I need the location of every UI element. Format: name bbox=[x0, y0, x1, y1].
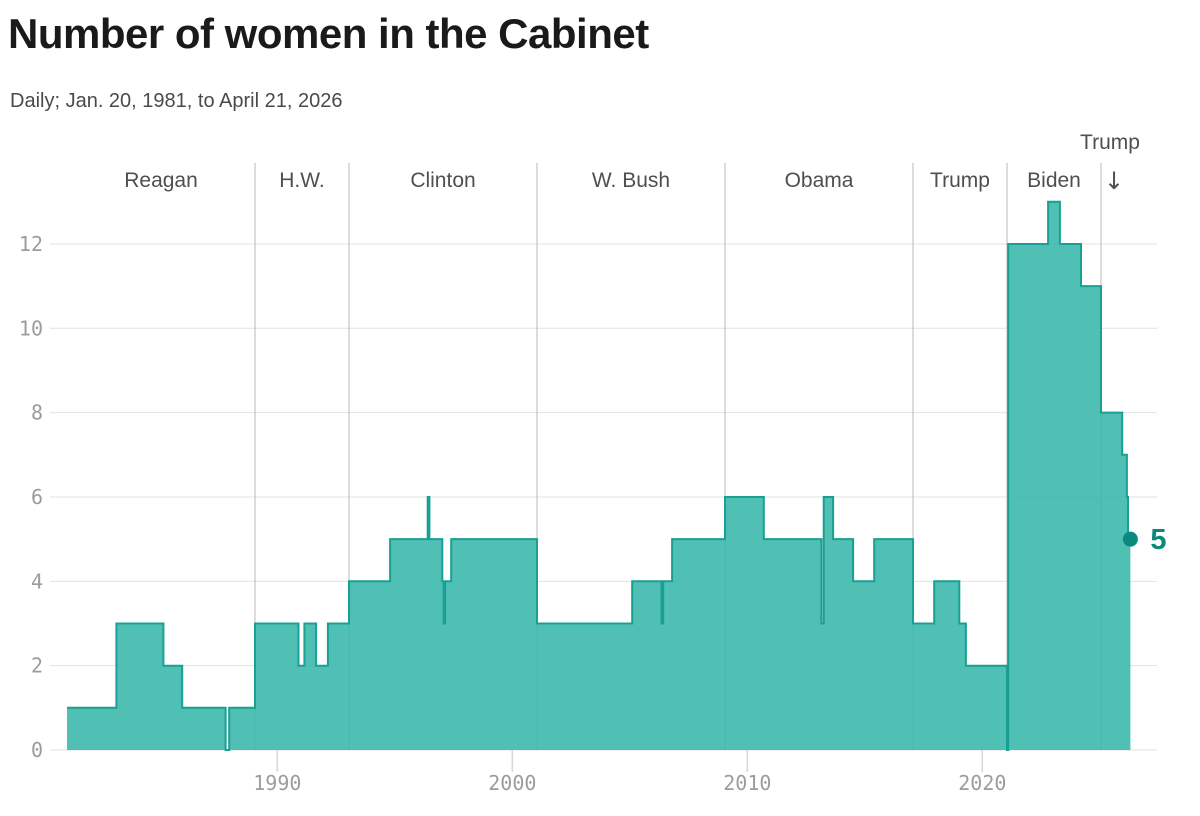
x-tick-label: 1990 bbox=[253, 771, 301, 795]
president-label: Trump bbox=[930, 169, 990, 192]
page-title: Number of women in the Cabinet bbox=[8, 10, 649, 57]
president-label-trump-2025: Trump bbox=[1080, 131, 1140, 154]
chart-subtitle: Daily; Jan. 20, 1981, to April 21, 2026 bbox=[10, 90, 343, 112]
president-label: W. Bush bbox=[592, 169, 670, 192]
end-value-label: 5 bbox=[1150, 524, 1166, 556]
president-label: Biden bbox=[1027, 169, 1081, 192]
area-fill bbox=[67, 201, 1131, 751]
down-arrow-icon: ↓ bbox=[1104, 167, 1124, 195]
y-tick-label: 12 bbox=[19, 232, 43, 256]
x-tick-label: 2010 bbox=[723, 771, 771, 795]
area-outline bbox=[67, 200, 1131, 751]
y-tick-label: 2 bbox=[31, 654, 43, 678]
end-value-dot bbox=[1122, 531, 1138, 547]
x-tick-label: 2020 bbox=[958, 771, 1006, 795]
y-tick-label: 6 bbox=[31, 485, 43, 509]
president-label: Clinton bbox=[410, 169, 475, 192]
y-tick-label: 8 bbox=[31, 401, 43, 425]
y-tick-label: 4 bbox=[31, 569, 43, 593]
y-tick-label: 0 bbox=[31, 738, 43, 762]
president-label: Obama bbox=[785, 169, 854, 192]
y-tick-label: 10 bbox=[19, 316, 43, 340]
president-label: H.W. bbox=[279, 169, 325, 192]
x-tick-label: 2000 bbox=[488, 771, 536, 795]
president-label: Reagan bbox=[124, 169, 198, 192]
